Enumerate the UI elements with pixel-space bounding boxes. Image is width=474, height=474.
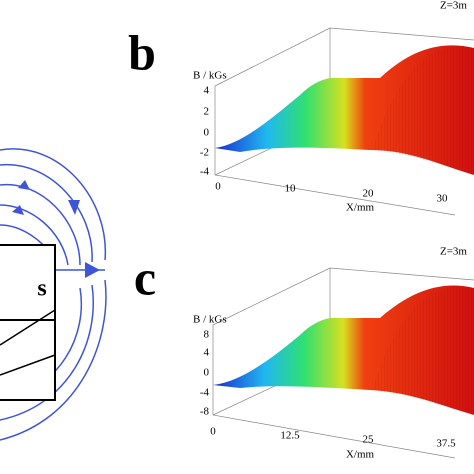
z-tick-label: -8 — [200, 406, 210, 418]
z-axis-label: B / kGs — [193, 70, 227, 82]
z-tick-label: 0 — [204, 127, 210, 139]
z-tick-label: -4 — [200, 166, 210, 178]
z-tick-label: 4 — [204, 85, 210, 97]
x-tick-label: 30 — [437, 193, 449, 205]
panel-title: Z=3m — [440, 0, 467, 12]
x-tick-label: 12.5 — [280, 430, 300, 442]
magnet-label: s — [37, 276, 46, 302]
panel-b — [214, 27, 474, 216]
z-tick-label: 4 — [204, 347, 210, 359]
panel-label: c — [134, 249, 156, 305]
panel-c — [212, 267, 474, 459]
x-tick-label: 10 — [285, 183, 297, 195]
x-tick-label: 37.5 — [436, 438, 456, 450]
x-tick-label: 25 — [363, 434, 375, 446]
x-tick-label: 0 — [215, 181, 221, 193]
z-axis-label: B / kGs — [193, 314, 227, 326]
x-axis-label: X/mm — [346, 202, 375, 214]
x-tick-label: 20 — [363, 188, 375, 200]
panel-title: Z=3m — [440, 246, 467, 258]
z-tick-label: 2 — [204, 106, 210, 118]
z-tick-label: 0 — [204, 367, 210, 379]
z-tick-label: -4 — [200, 387, 210, 399]
z-tick-label: -2 — [200, 147, 209, 159]
panel-label: b — [128, 24, 156, 80]
z-tick-label: 8 — [204, 329, 210, 341]
field-diagram: s — [0, 148, 107, 441]
x-tick-label: 0 — [210, 426, 216, 438]
x-axis-label: X/mm — [346, 449, 375, 461]
